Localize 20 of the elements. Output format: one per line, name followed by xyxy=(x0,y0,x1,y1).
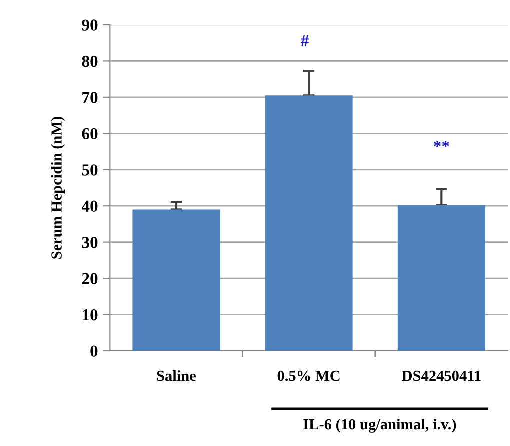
y-axis-title: Serum Hepcidin (nM) xyxy=(51,116,66,259)
bar xyxy=(398,205,486,351)
y-tick-label: 30 xyxy=(82,237,98,248)
y-tick-label: 60 xyxy=(82,128,98,140)
y-tick-label: 0 xyxy=(90,346,98,357)
bar xyxy=(265,96,353,351)
annotation: # xyxy=(301,35,309,46)
y-tick-label: 20 xyxy=(82,273,98,284)
x-tick-label: Saline xyxy=(157,370,196,382)
y-tick-label: 70 xyxy=(82,92,98,104)
text: IL-6 (10 ug/animal, i.v.) xyxy=(304,418,456,433)
bar xyxy=(132,210,220,351)
annotation: ** xyxy=(434,141,450,148)
y-tick-label: 40 xyxy=(82,200,98,212)
y-tick-label: 50 xyxy=(82,164,98,176)
y-tick-label: 90 xyxy=(82,20,98,31)
y-tick-label: 80 xyxy=(82,56,98,68)
x-tick-label: 0.5% MC xyxy=(278,370,340,382)
y-tick-label: 10 xyxy=(83,309,98,321)
x-tick-label: DS42450411 xyxy=(402,370,481,382)
